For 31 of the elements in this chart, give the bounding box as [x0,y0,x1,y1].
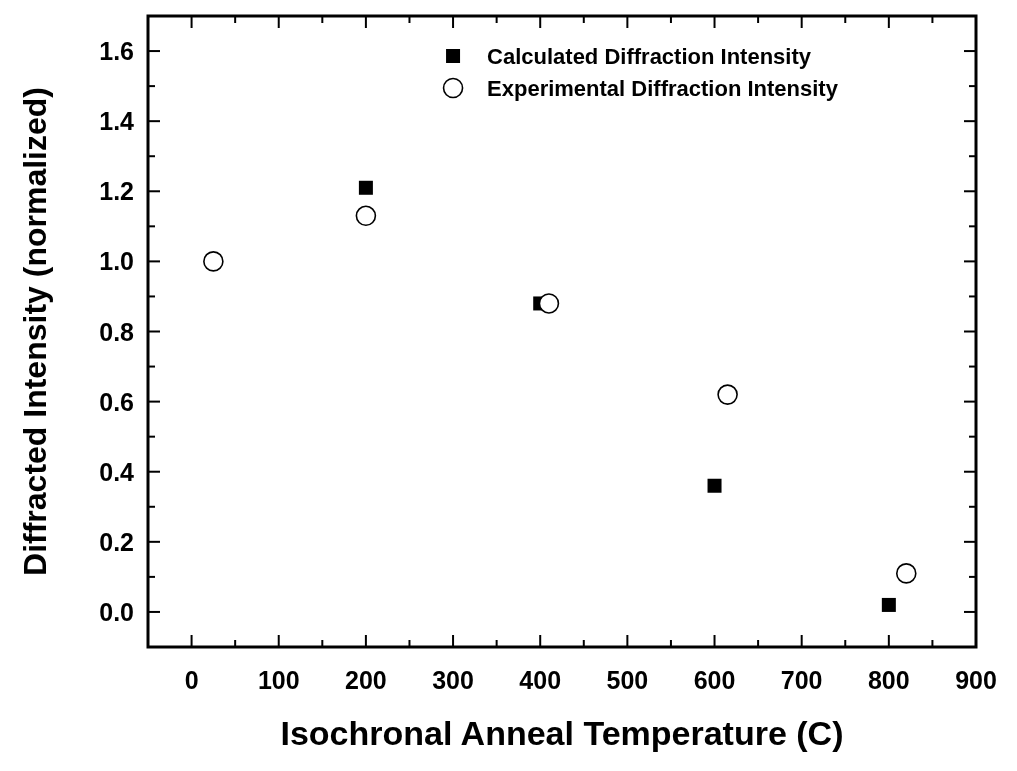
y-tick-label: 0.6 [99,387,134,416]
y-tick-label: 1.4 [99,107,135,136]
y-tick-label: 0.2 [99,527,134,556]
x-tick-label: 600 [693,666,736,694]
y-tick-label: 1.0 [99,247,134,276]
point [895,563,917,584]
x-tick-label: 300 [432,666,474,694]
point [538,293,560,314]
x-tick-label: 700 [780,666,823,694]
point [358,180,373,195]
x-axis-title: Isochronal Anneal Temperature (C) [280,714,844,752]
x-tick-label: 500 [606,666,649,694]
point [203,251,224,272]
x-tick-label: 100 [257,666,300,694]
y-axis-title: Diffracted Intensity (normalized) [17,87,53,576]
point [355,205,377,227]
point [717,384,738,405]
x-tick-label: 200 [345,666,387,694]
y-tick-label: 1.6 [99,37,134,66]
x-tick-label: 400 [519,666,562,694]
point [707,478,722,493]
legend-label: Calculated Diffraction Intensity [487,44,812,69]
y-tick-label: 0.8 [99,317,135,346]
point [881,597,896,612]
x-tick-label: 800 [867,666,910,694]
y-tick-label: 0.0 [99,597,134,626]
y-tick-label: 1.2 [99,177,134,206]
x-tick-label: 900 [955,666,997,694]
y-tick-label: 0.4 [99,457,135,486]
legend-label: Experimental Diffraction Intensity [487,76,839,101]
x-tick-label: 0 [184,666,199,694]
